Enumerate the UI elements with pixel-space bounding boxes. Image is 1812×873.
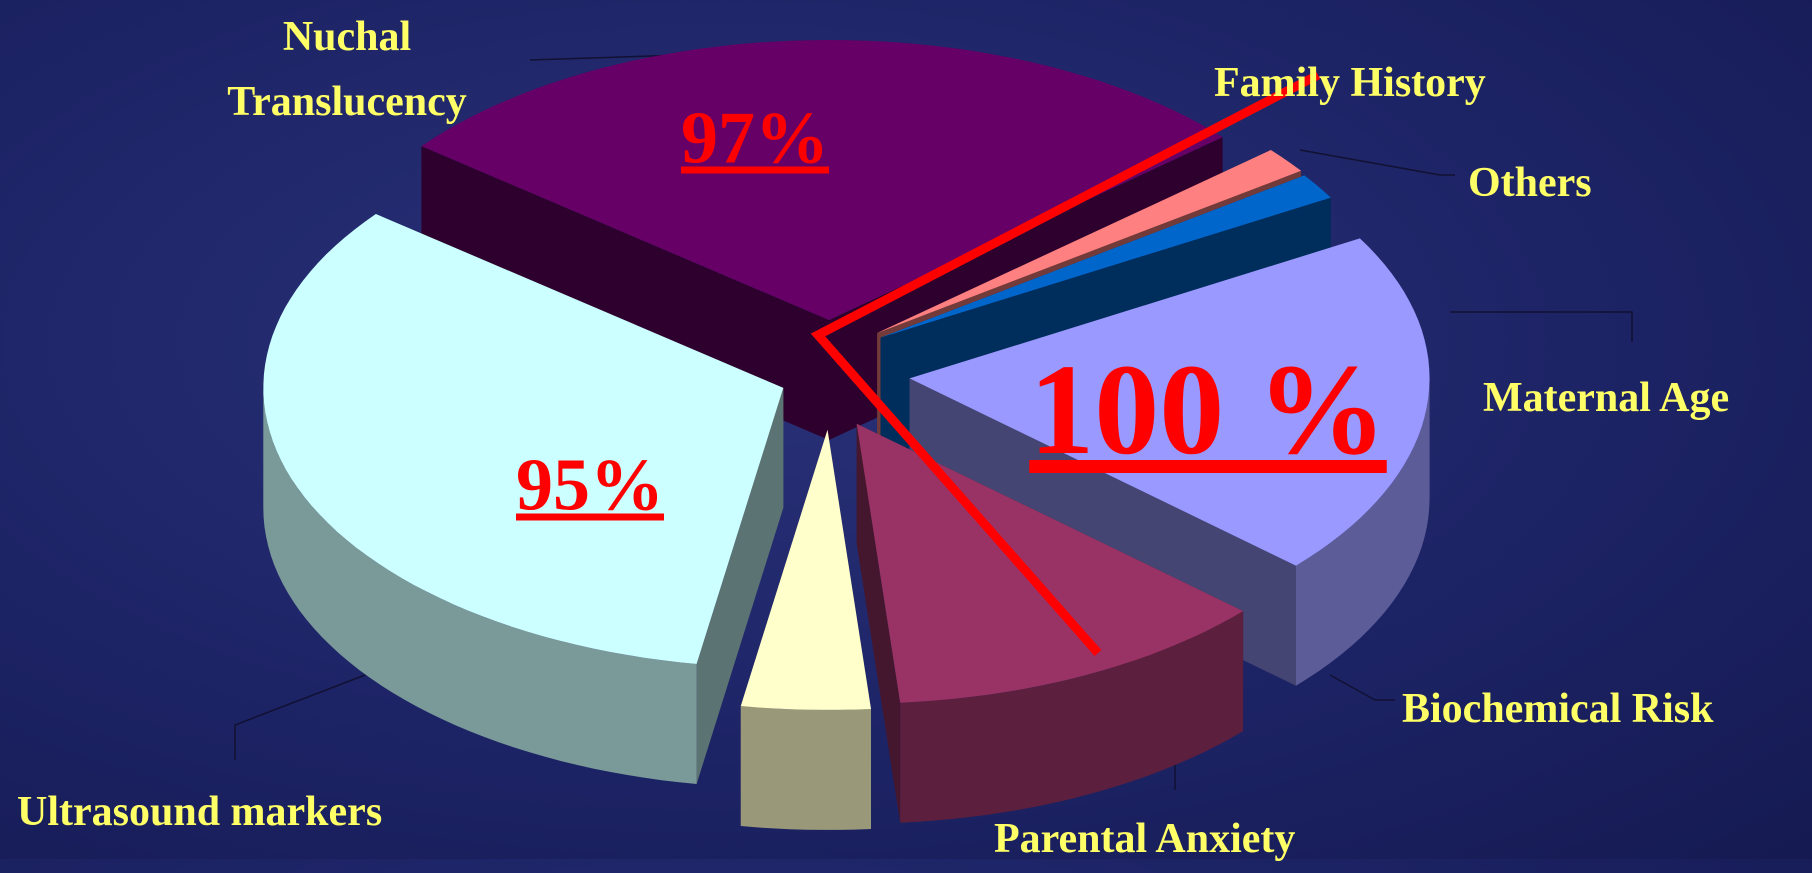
slice-side	[900, 611, 1244, 823]
slice	[909, 238, 1430, 566]
slice-side	[740, 706, 871, 830]
slice-label: Family History	[1214, 60, 1486, 106]
annotation: 95%	[516, 444, 664, 527]
leader-line	[1329, 674, 1395, 701]
slice	[421, 40, 1223, 320]
slice	[740, 429, 871, 710]
slice	[880, 175, 1331, 338]
slice-label: Maternal Age	[1483, 375, 1730, 421]
slice	[263, 214, 784, 664]
slice-side	[263, 387, 697, 784]
annotation: 97%	[681, 97, 829, 180]
slice-side	[1296, 378, 1430, 686]
slice-label: Ultrasound markers	[17, 789, 383, 835]
leader-line	[1450, 311, 1633, 342]
leader-line	[1299, 149, 1455, 176]
annotation: 100 %	[1029, 338, 1387, 482]
leader-line	[234, 674, 366, 760]
slice-label: Nuchal Translucency	[227, 14, 467, 126]
slice-label: Parental Anxiety	[994, 816, 1296, 862]
slice-label: Biochemical Risk	[1402, 686, 1714, 732]
slice-wall	[856, 423, 901, 823]
slice-label: Others	[1468, 160, 1592, 206]
highlight-line	[810, 71, 1321, 656]
slice	[877, 150, 1302, 333]
